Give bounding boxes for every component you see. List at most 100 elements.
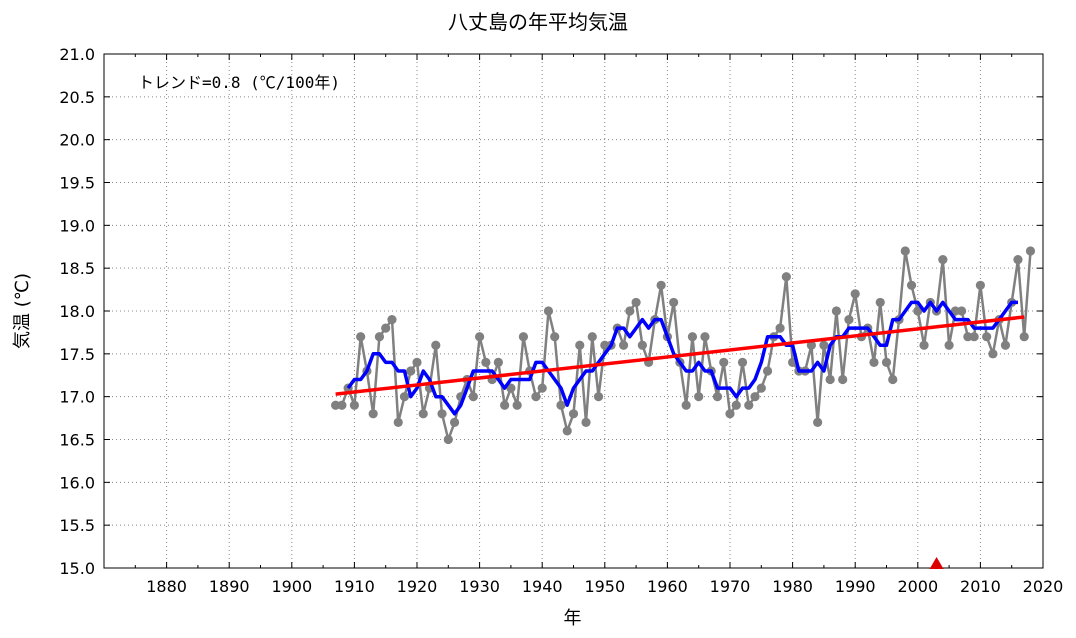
annual-mean-point bbox=[756, 383, 766, 393]
x-tick-label: 1990 bbox=[835, 577, 876, 596]
x-tick-label: 1930 bbox=[459, 577, 500, 596]
y-tick-label: 21.0 bbox=[59, 45, 95, 64]
annual-mean-point bbox=[813, 417, 823, 427]
y-tick-label: 17.5 bbox=[59, 345, 95, 364]
y-tick-label: 18.0 bbox=[59, 302, 95, 321]
annual-mean-point bbox=[844, 314, 854, 325]
x-tick-label: 1880 bbox=[146, 577, 187, 596]
annual-mean-point bbox=[481, 357, 491, 367]
annual-mean-point bbox=[618, 340, 629, 350]
annual-mean-point bbox=[850, 289, 860, 299]
moving-average-line bbox=[346, 300, 1018, 416]
annual-mean-point bbox=[356, 332, 366, 342]
y-tick-label: 20.5 bbox=[59, 88, 95, 107]
annual-mean-point bbox=[1000, 340, 1011, 350]
y-tick-label: 17.0 bbox=[59, 388, 95, 407]
annual-mean-point bbox=[737, 357, 748, 367]
annual-mean-point bbox=[500, 400, 510, 410]
x-tick-label: 1940 bbox=[522, 577, 563, 596]
x-tick-label: 1910 bbox=[334, 577, 375, 596]
annual-mean-point bbox=[1019, 332, 1029, 342]
annual-mean-point bbox=[694, 392, 704, 402]
annual-mean-point bbox=[681, 400, 691, 410]
x-tick-label: 1960 bbox=[647, 577, 688, 596]
x-tick-label: 2000 bbox=[897, 577, 938, 596]
annual-mean-point bbox=[838, 374, 848, 385]
annual-mean-point bbox=[406, 366, 416, 376]
annual-mean-point bbox=[831, 306, 842, 316]
annual-mean-point bbox=[337, 400, 347, 410]
annual-mean-point bbox=[393, 417, 403, 427]
annual-mean-point bbox=[475, 332, 485, 342]
annual-mean-point bbox=[913, 306, 923, 316]
y-tick-label: 16.0 bbox=[59, 473, 95, 492]
annual-mean-point bbox=[969, 332, 979, 342]
annual-mean-point bbox=[412, 357, 422, 367]
annual-mean-point bbox=[744, 400, 754, 410]
annual-mean-point bbox=[781, 272, 791, 282]
y-tick-label: 19.0 bbox=[59, 216, 95, 235]
annual-mean-point bbox=[719, 357, 729, 367]
annual-mean-point bbox=[468, 392, 478, 402]
annual-mean-point bbox=[888, 374, 898, 385]
annual-mean-point bbox=[1013, 255, 1023, 265]
annual-mean-point bbox=[387, 314, 397, 325]
annual-mean-point bbox=[562, 426, 572, 436]
annual-mean-point bbox=[875, 297, 885, 308]
triangle-marker-icon bbox=[929, 557, 944, 569]
annual-mean-point bbox=[906, 280, 917, 290]
axes: 1880 1890 1900 1910 1920 1930 1940 1950 1960 1970… bbox=[59, 45, 1063, 596]
annual-mean-point bbox=[631, 297, 641, 308]
annual-mean-point bbox=[806, 340, 816, 350]
annual-mean-point bbox=[575, 340, 585, 350]
trend-line bbox=[335, 315, 1025, 396]
x-tick-label: 2010 bbox=[960, 577, 1001, 596]
x-tick-label: 1950 bbox=[584, 577, 625, 596]
x-tick-label: 1920 bbox=[397, 577, 438, 596]
annual-mean-point bbox=[449, 417, 460, 427]
annual-mean-line bbox=[335, 250, 1032, 444]
trend-annotation: トレンド=0.8 (℃/100年) bbox=[138, 73, 340, 92]
y-tick-label: 18.5 bbox=[59, 259, 95, 278]
annual-mean-point bbox=[543, 306, 554, 316]
annual-mean-point bbox=[988, 349, 998, 359]
annual-mean-point bbox=[881, 357, 892, 367]
annual-mean-point bbox=[944, 340, 954, 350]
annual-mean-point bbox=[581, 417, 591, 427]
annual-mean-point bbox=[819, 340, 829, 350]
annual-mean-point bbox=[700, 332, 710, 342]
x-tick-label: 1890 bbox=[209, 577, 250, 596]
annual-mean-point bbox=[593, 392, 604, 402]
annual-mean-point bbox=[550, 332, 560, 342]
annual-mean-point bbox=[725, 409, 735, 419]
annual-mean-point bbox=[762, 366, 773, 376]
x-axis-label: 年 bbox=[563, 608, 582, 629]
annual-mean-point bbox=[919, 340, 929, 350]
annual-mean-point bbox=[750, 392, 760, 402]
annual-mean-point bbox=[712, 392, 723, 402]
series bbox=[331, 246, 1036, 445]
annual-mean-point bbox=[349, 400, 359, 410]
annual-mean-point bbox=[431, 340, 441, 350]
annual-mean-point bbox=[938, 255, 948, 265]
annual-mean-point bbox=[775, 323, 785, 333]
annual-mean-point bbox=[381, 323, 391, 333]
annual-mean-point bbox=[957, 306, 967, 316]
annual-mean-point bbox=[437, 409, 447, 419]
y-tick-label: 19.5 bbox=[59, 174, 95, 193]
annual-mean-point bbox=[687, 332, 698, 342]
x-tick-label: 1970 bbox=[710, 577, 751, 596]
annual-mean-point bbox=[587, 332, 597, 342]
markers bbox=[929, 557, 944, 569]
annual-mean-point bbox=[1025, 246, 1036, 256]
annual-mean-point bbox=[518, 332, 529, 342]
y-tick-label: 15.5 bbox=[59, 516, 95, 535]
chart-title: 八丈島の年平均気温 bbox=[448, 10, 628, 34]
x-tick-label: 2020 bbox=[1023, 577, 1064, 596]
y-axis-label: 気温 (℃) bbox=[12, 273, 33, 349]
grid bbox=[104, 53, 1044, 569]
annual-mean-point bbox=[731, 400, 741, 410]
annual-mean-point bbox=[512, 400, 522, 410]
annual-mean-point bbox=[374, 332, 385, 342]
